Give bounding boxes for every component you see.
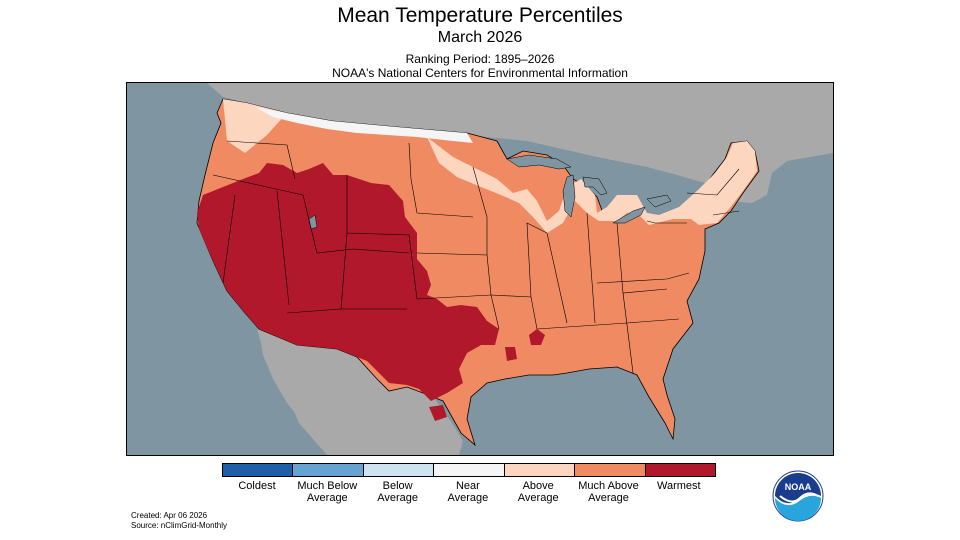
legend-swatch (223, 464, 293, 476)
legend-swatch (574, 464, 645, 476)
map-svg (127, 83, 833, 455)
legend-label: Near Average (447, 480, 489, 504)
legend-swatch (503, 464, 575, 476)
legend: Coldest Much Below Average Below Average Near… (222, 463, 716, 507)
legend-label: Warmest (657, 480, 701, 492)
mexico-landmass (257, 329, 463, 455)
created-date: Created: Apr 06 2026 (131, 511, 208, 520)
legend-swatch (292, 464, 363, 476)
warmest-region (529, 329, 545, 345)
great-lakes (506, 154, 572, 170)
baja-peninsula (259, 331, 309, 423)
noaa-logo: NOAA (772, 470, 824, 522)
svg-text:NOAA: NOAA (785, 482, 812, 492)
above-average-region (427, 137, 757, 233)
ranking-period: Ranking Period: 1895–2026 (405, 52, 555, 66)
map-title: Mean Temperature Percentiles (337, 4, 623, 27)
great-lakes (582, 176, 608, 196)
legend-swatch (644, 464, 715, 476)
great-lakes (562, 174, 576, 218)
legend-swatch (362, 464, 434, 476)
legend-color-bar (222, 463, 716, 477)
map-panel (126, 82, 834, 456)
map-subtitle: March 2026 (437, 29, 523, 46)
state-boundaries (212, 140, 740, 374)
legend-label: Coldest (238, 480, 276, 492)
near-average-region (255, 107, 473, 143)
great-lakes (646, 194, 672, 208)
canada-landmass (127, 83, 833, 203)
legend-labels: Coldest Much Below Average Below Average Near… (222, 477, 716, 507)
warmest-region (505, 347, 517, 361)
legend-swatch (433, 464, 504, 476)
legend-label: Much Below Average (297, 480, 358, 504)
data-source: Source: nClimGrid-Monthly (131, 521, 228, 530)
legend-label: Above Average (517, 480, 559, 504)
warmest-region (197, 163, 499, 401)
legend-label: Below Average (377, 480, 418, 504)
warmest-region (429, 405, 447, 421)
legend-label: Much Above Average (578, 480, 639, 504)
great-lakes (612, 206, 646, 224)
source-line: NOAA's National Centers for Environmenta… (332, 66, 628, 80)
